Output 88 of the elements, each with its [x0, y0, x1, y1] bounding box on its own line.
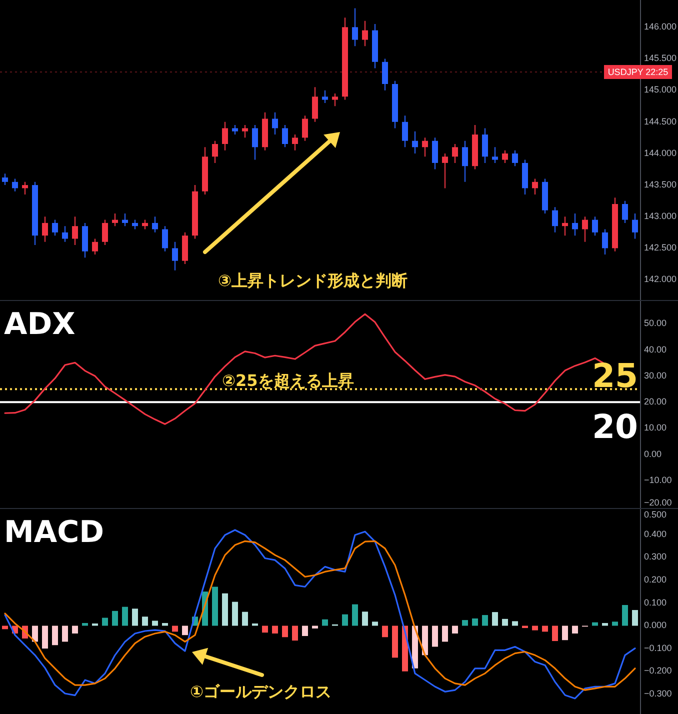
y-tick-label: 0.100 — [644, 597, 667, 608]
y-tick-label: 146.000 — [644, 22, 677, 32]
annotation: ③上昇トレンド形成と判断 — [218, 271, 408, 290]
chart-title: MACD — [4, 515, 104, 550]
bar — [82, 623, 88, 626]
bar — [42, 626, 48, 649]
bar — [362, 612, 368, 626]
bar — [352, 604, 358, 626]
y-tick-label: 40.00 — [644, 344, 667, 354]
y-tick-label: 145.000 — [644, 84, 677, 95]
bar — [382, 626, 388, 638]
annotation: ①ゴールデンクロス — [190, 682, 332, 701]
y-tick-label: 0.200 — [644, 574, 667, 585]
y-tick-label: 144.500 — [644, 116, 677, 126]
ref-line-label: 20 — [592, 407, 638, 446]
bar — [92, 623, 98, 626]
bar — [562, 626, 568, 640]
bar — [552, 626, 558, 642]
bar — [292, 626, 298, 641]
y-tick-label: 143.000 — [644, 211, 677, 222]
bar — [272, 626, 278, 634]
bar — [252, 623, 258, 626]
bar — [432, 626, 438, 647]
bar — [102, 618, 108, 626]
y-tick-label: −0.100 — [644, 642, 672, 653]
bar — [442, 626, 448, 642]
y-tick-label: −20.00 — [644, 497, 672, 508]
chart-title: ADX — [4, 307, 76, 342]
bar — [422, 626, 428, 656]
bar — [312, 626, 318, 628]
y-tick-label: 50.00 — [644, 318, 667, 328]
y-tick-label: 0.000 — [644, 620, 667, 630]
bar — [532, 626, 538, 630]
bar — [52, 626, 58, 646]
bar — [222, 593, 228, 626]
bar — [242, 612, 248, 626]
bar — [262, 626, 268, 633]
bar — [492, 612, 498, 626]
bar — [452, 626, 458, 634]
bar — [612, 622, 618, 626]
bar — [162, 623, 168, 626]
bar — [512, 621, 518, 626]
bar — [212, 586, 218, 626]
bar — [72, 626, 78, 634]
y-tick-label: −10.00 — [644, 474, 672, 485]
bar — [172, 626, 178, 632]
ref-line-label: 25 — [592, 356, 638, 396]
y-tick-label: 0.400 — [644, 528, 667, 539]
bar — [142, 616, 148, 626]
bar — [342, 614, 348, 626]
y-tick-label: 143.500 — [644, 179, 677, 190]
bar — [462, 620, 468, 626]
bar — [182, 626, 188, 636]
bar — [32, 626, 38, 642]
bar — [472, 618, 478, 626]
y-tick-label: 145.500 — [644, 53, 677, 64]
y-tick-label: 30.00 — [644, 370, 667, 380]
bar — [302, 626, 308, 636]
bar — [152, 620, 158, 626]
y-tick-label: 144.000 — [644, 148, 677, 158]
y-tick-label: 0.00 — [644, 448, 662, 459]
bar — [112, 610, 118, 626]
bar — [122, 606, 128, 626]
y-tick-label: 142.500 — [644, 242, 677, 253]
bar — [482, 615, 488, 626]
y-tick-label: −0.200 — [644, 666, 672, 676]
bar — [62, 626, 68, 642]
bar — [392, 626, 398, 658]
y-tick-label: 10.00 — [644, 422, 667, 433]
y-tick-label: 0.500 — [644, 509, 667, 520]
bar — [602, 623, 608, 626]
annotation: ②25を超える上昇 — [222, 371, 354, 390]
bar — [622, 605, 628, 626]
bar — [572, 626, 578, 634]
bar — [372, 622, 378, 626]
bar — [592, 622, 598, 626]
bar — [232, 602, 238, 626]
bar — [282, 626, 288, 638]
bar — [632, 610, 638, 626]
y-tick-label: 20.00 — [644, 396, 667, 407]
bar — [502, 618, 508, 626]
bar — [132, 608, 138, 626]
y-tick-label: 0.300 — [644, 552, 667, 562]
annotation: USDJPY 22:25 — [608, 66, 668, 77]
y-tick-label: −0.300 — [644, 688, 672, 699]
y-tick-label: 142.000 — [644, 274, 677, 284]
bar — [322, 619, 328, 626]
bar — [542, 626, 548, 632]
